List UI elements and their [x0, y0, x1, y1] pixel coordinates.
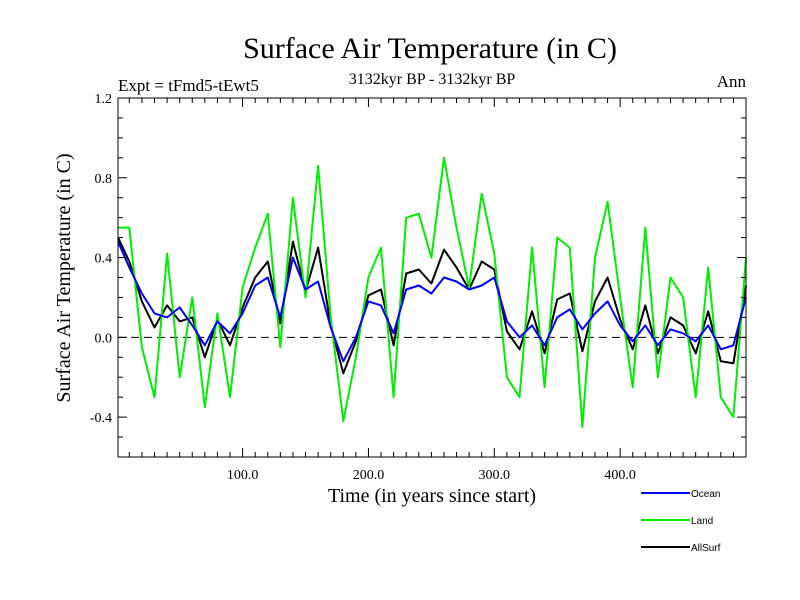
y-axis-label: Surface Air Temperature (in C) — [53, 153, 75, 402]
y-tick-label: 0.4 — [95, 252, 113, 267]
legend: Ocean Land AllSurf — [641, 489, 721, 554]
period-label: 3132kyr BP - 3132kyr BP — [349, 71, 516, 88]
legend-label-ocean: Ocean — [691, 489, 720, 500]
series-line-ocean — [117, 241, 747, 363]
legend-label-land: Land — [691, 516, 713, 527]
x-axis-label: Time (in years since start) — [328, 485, 536, 507]
y-tick-label: -0.4 — [90, 411, 112, 426]
y-tick-label: 1.2 — [95, 92, 113, 107]
y-tick-label: 0.8 — [95, 172, 113, 187]
experiment-label: Expt = tFmd5-tEwt5 — [118, 76, 259, 95]
series-line-allsurf — [117, 237, 747, 375]
legend-label-allsurf: AllSurf — [691, 543, 721, 554]
plot-area: 100.0 200.0 300.0 400.0 -0.4 0.0 0.4 0.8 1.2 — [90, 92, 747, 483]
season-label: Ann — [717, 72, 747, 91]
chart-title: Surface Air Temperature (in C) — [243, 32, 617, 65]
x-tick-label: 400.0 — [604, 468, 636, 483]
x-tick-label: 200.0 — [353, 468, 385, 483]
y-tick-label: 0.0 — [95, 331, 113, 346]
x-tick-label: 300.0 — [479, 468, 511, 483]
series-line-land — [118, 156, 747, 429]
x-tick-label: 100.0 — [227, 468, 259, 483]
plot-frame — [117, 97, 747, 458]
